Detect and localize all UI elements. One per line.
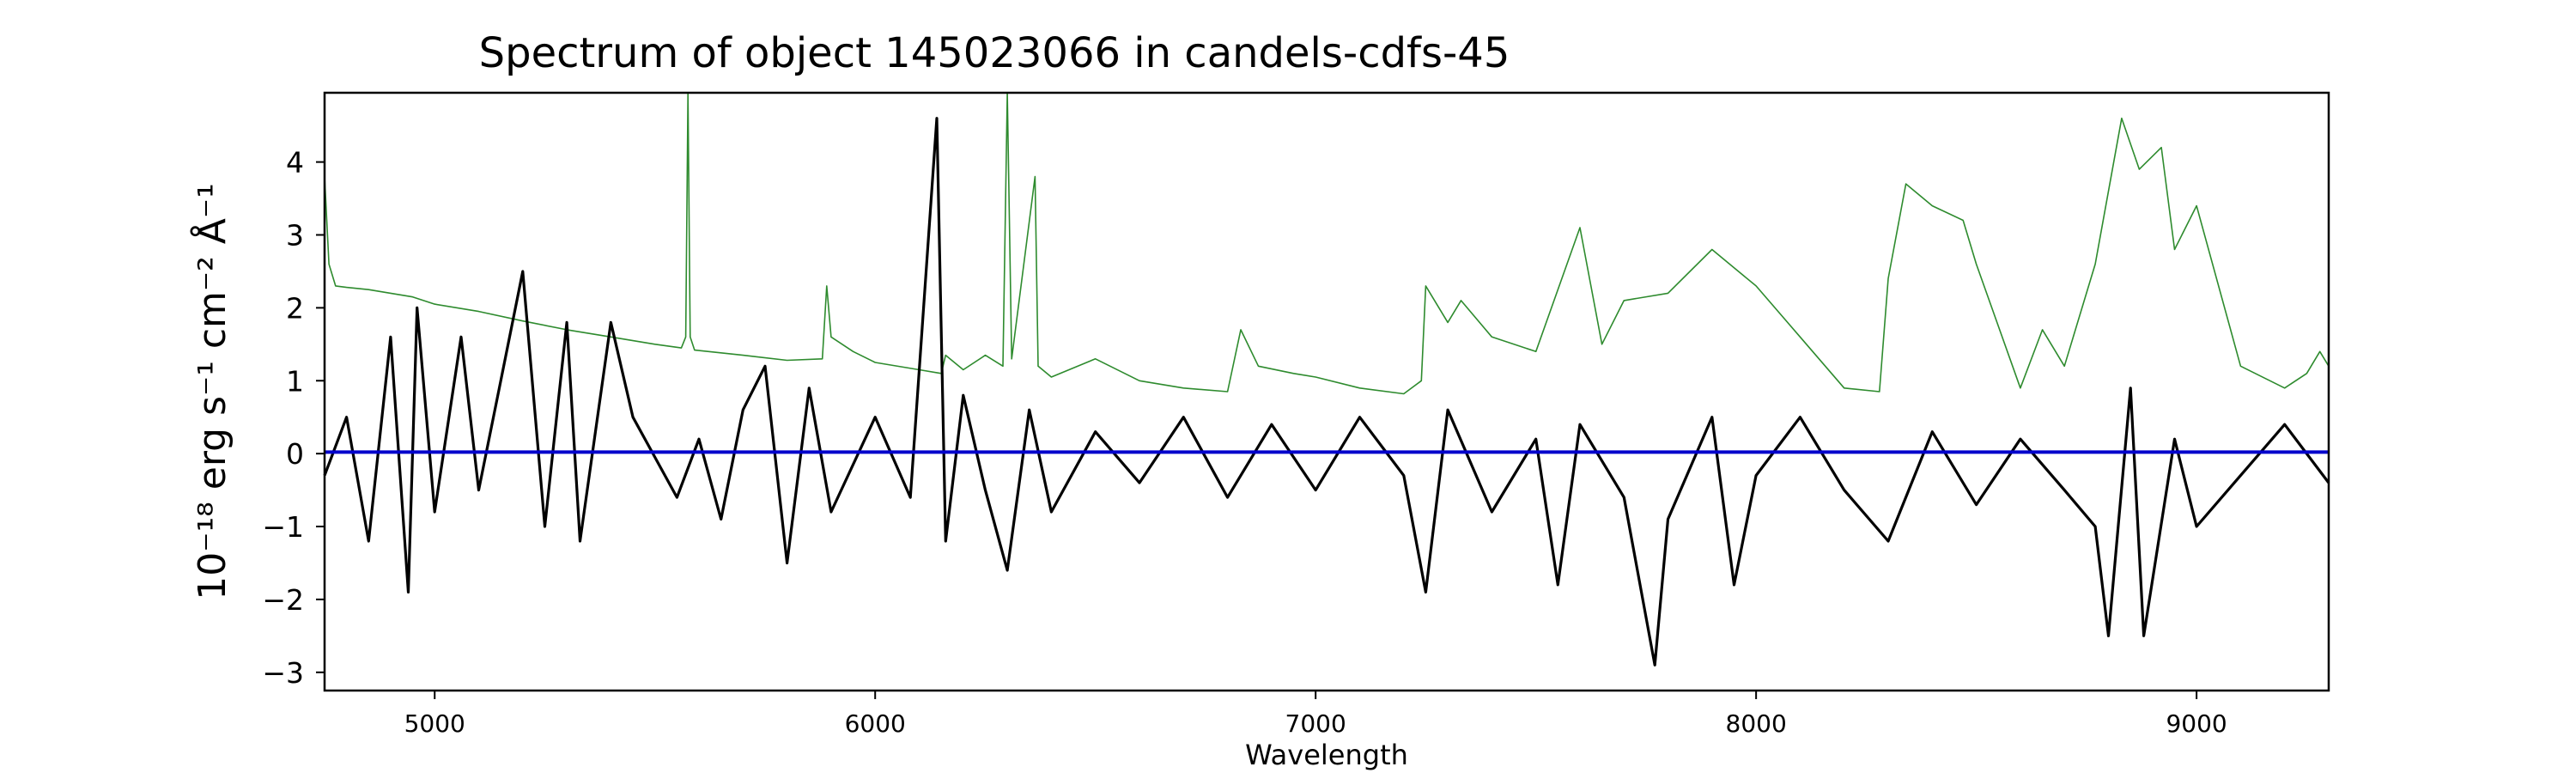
x-axis-label: Wavelength xyxy=(1245,739,1408,771)
chart-title: Spectrum of object 145023066 in candels-… xyxy=(479,29,1510,77)
y-tick-label: 1 xyxy=(286,364,304,398)
x-tick-label: 5000 xyxy=(404,709,465,738)
y-tick-label: 2 xyxy=(286,291,304,325)
flux-spectrum-line xyxy=(323,117,2330,666)
y-tick-label: 4 xyxy=(286,146,304,180)
y-tick-label: 3 xyxy=(286,219,304,253)
y-axis-label: 10⁻¹⁸ erg s⁻¹ cm⁻² Å⁻¹ xyxy=(189,183,234,600)
y-tick-label: −1 xyxy=(262,510,304,544)
x-tick-label: 8000 xyxy=(1726,709,1787,738)
y-tick-label: −2 xyxy=(262,583,304,617)
y-tick-label: −3 xyxy=(262,656,304,690)
y-tick-label: 0 xyxy=(286,437,304,471)
series-lines xyxy=(323,92,2330,666)
x-tick-label: 7000 xyxy=(1285,709,1346,738)
x-tick-label: 9000 xyxy=(2166,709,2227,738)
x-tick-label: 6000 xyxy=(845,709,906,738)
sky-spectrum-line xyxy=(324,92,2330,395)
x-axis-ticks: 5000 6000 7000 8000 9000 xyxy=(404,691,2227,738)
y-axis-ticks: −3 −2 −1 0 1 2 3 4 xyxy=(262,146,325,690)
plot-frame xyxy=(323,91,2330,692)
